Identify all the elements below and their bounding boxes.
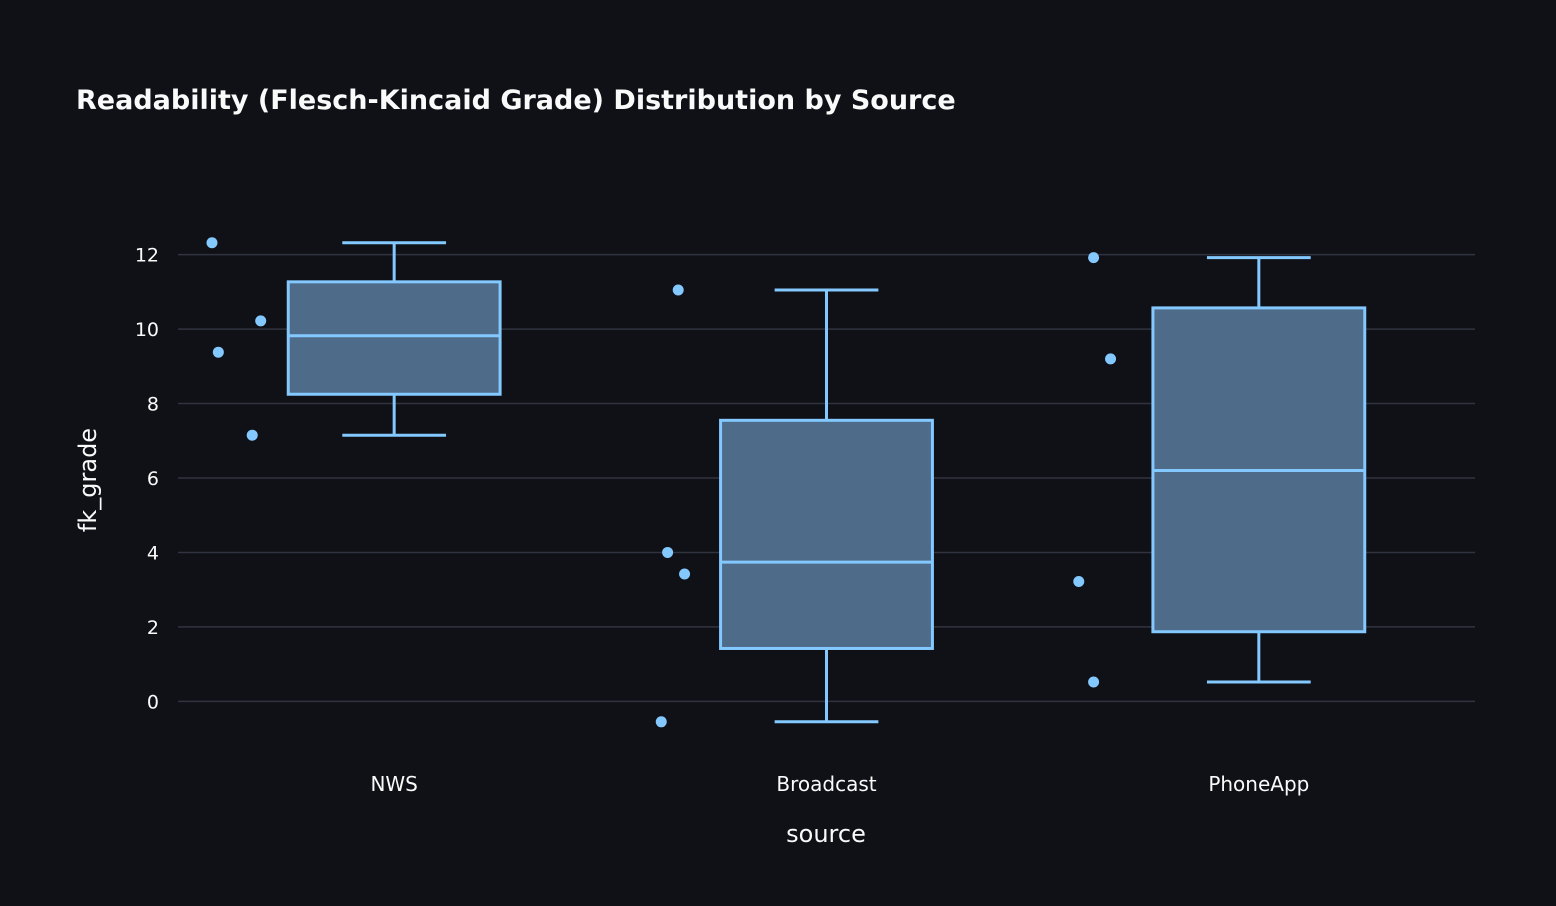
iqr-box — [719, 418, 934, 650]
data-point[interactable] — [1073, 575, 1085, 587]
points-layer — [206, 237, 1117, 728]
data-point[interactable] — [1105, 353, 1117, 365]
y-tick-label: 4 — [147, 542, 159, 564]
box-broadcast[interactable] — [719, 288, 934, 724]
box-layer — [286, 241, 1367, 724]
x-tick-label: PhoneApp — [1208, 772, 1309, 796]
y-axis-label: fk_grade — [74, 428, 102, 532]
y-tick-label: 6 — [147, 468, 159, 490]
data-point[interactable] — [206, 237, 218, 249]
y-tick-label: 10 — [135, 319, 159, 341]
y-tick-label: 0 — [147, 691, 159, 713]
y-tick-label: 2 — [147, 617, 159, 639]
data-point[interactable] — [679, 568, 691, 580]
y-tick-labels: 0 2 4 6 8 10 12 — [135, 245, 159, 714]
data-point[interactable] — [662, 546, 674, 558]
box-nws[interactable] — [286, 241, 502, 437]
iqr-box — [286, 280, 502, 396]
y-tick-label: 8 — [147, 394, 159, 416]
data-point[interactable] — [1088, 676, 1100, 688]
x-tick-label: NWS — [370, 772, 417, 796]
x-axis-label: source — [786, 820, 866, 848]
data-point[interactable] — [246, 429, 258, 441]
box-phoneapp[interactable] — [1151, 256, 1367, 684]
x-tick-label: Broadcast — [776, 772, 876, 796]
data-point[interactable] — [212, 346, 224, 358]
chart-title: Readability (Flesch-Kincaid Grade) Distr… — [76, 85, 956, 116]
data-point[interactable] — [655, 716, 667, 728]
data-point[interactable] — [672, 284, 684, 296]
data-point[interactable] — [255, 315, 267, 327]
data-point[interactable] — [1088, 252, 1100, 264]
x-tick-labels: NWS Broadcast PhoneApp — [370, 772, 1309, 796]
y-tick-label: 12 — [135, 245, 159, 267]
